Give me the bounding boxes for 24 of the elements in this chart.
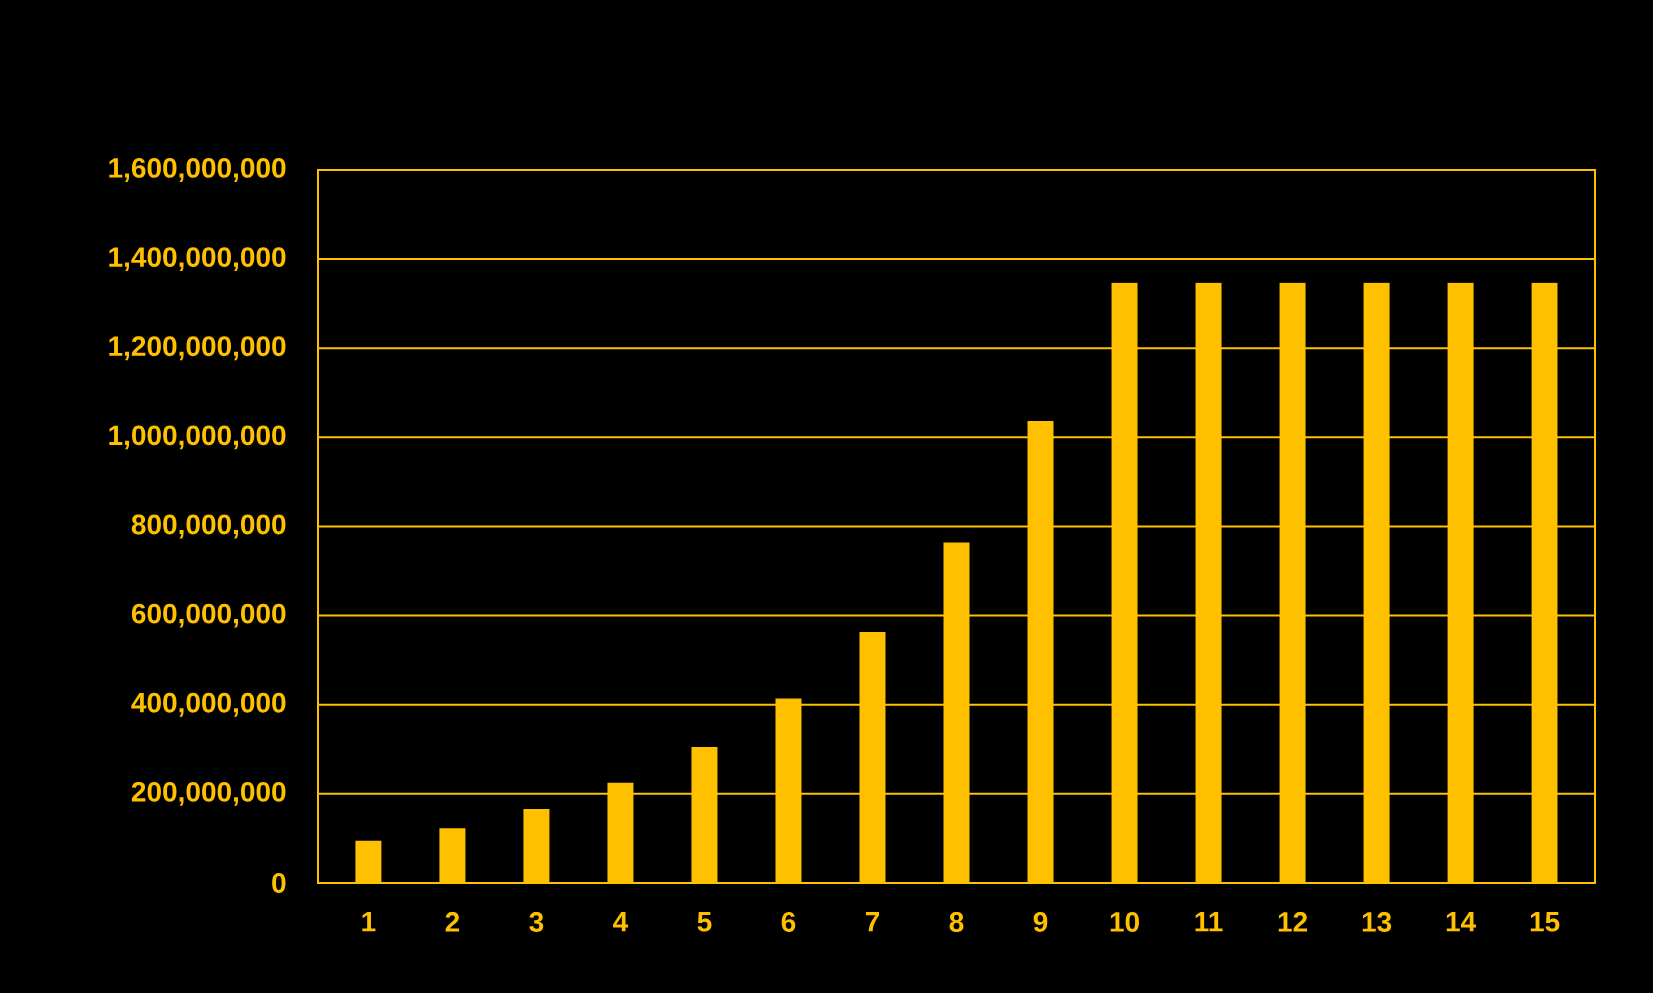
x-tick-label: 10	[1110, 912, 1139, 932]
x-tick-label: 2	[445, 912, 460, 932]
x-tick-label: 9	[1033, 912, 1048, 932]
y-tick-label: 200,000,000	[131, 781, 286, 806]
y-tick-label: 600,000,000	[131, 603, 286, 628]
x-tick-label: 4	[613, 912, 629, 932]
x-tick-label: 6	[781, 912, 796, 932]
x-tick-label: 3	[529, 912, 544, 932]
y-tick-label: 400,000,000	[131, 692, 286, 717]
x-tick-label: 12	[1278, 912, 1308, 932]
x-tick-label: 14	[1446, 912, 1476, 932]
y-tick-label: 1,200,000,000	[109, 336, 286, 361]
y-tick-label: 1,000,000,000	[109, 425, 286, 450]
x-tick-label: 11	[1195, 912, 1223, 932]
y-tick-label: 0	[272, 873, 286, 893]
x-tick-label: 7	[865, 912, 880, 932]
x-tick-label: 8	[949, 912, 964, 932]
x-tick-label: 5	[697, 912, 712, 932]
y-tick-label: 800,000,000	[131, 514, 286, 539]
y-tick-label: 1,400,000,000	[109, 247, 286, 272]
y-tick-label: 1,600,000,000	[109, 158, 286, 182]
x-tick-label: 1	[362, 912, 376, 932]
x-tick-label: 15	[1530, 912, 1560, 932]
x-tick-label: 13	[1362, 912, 1392, 932]
